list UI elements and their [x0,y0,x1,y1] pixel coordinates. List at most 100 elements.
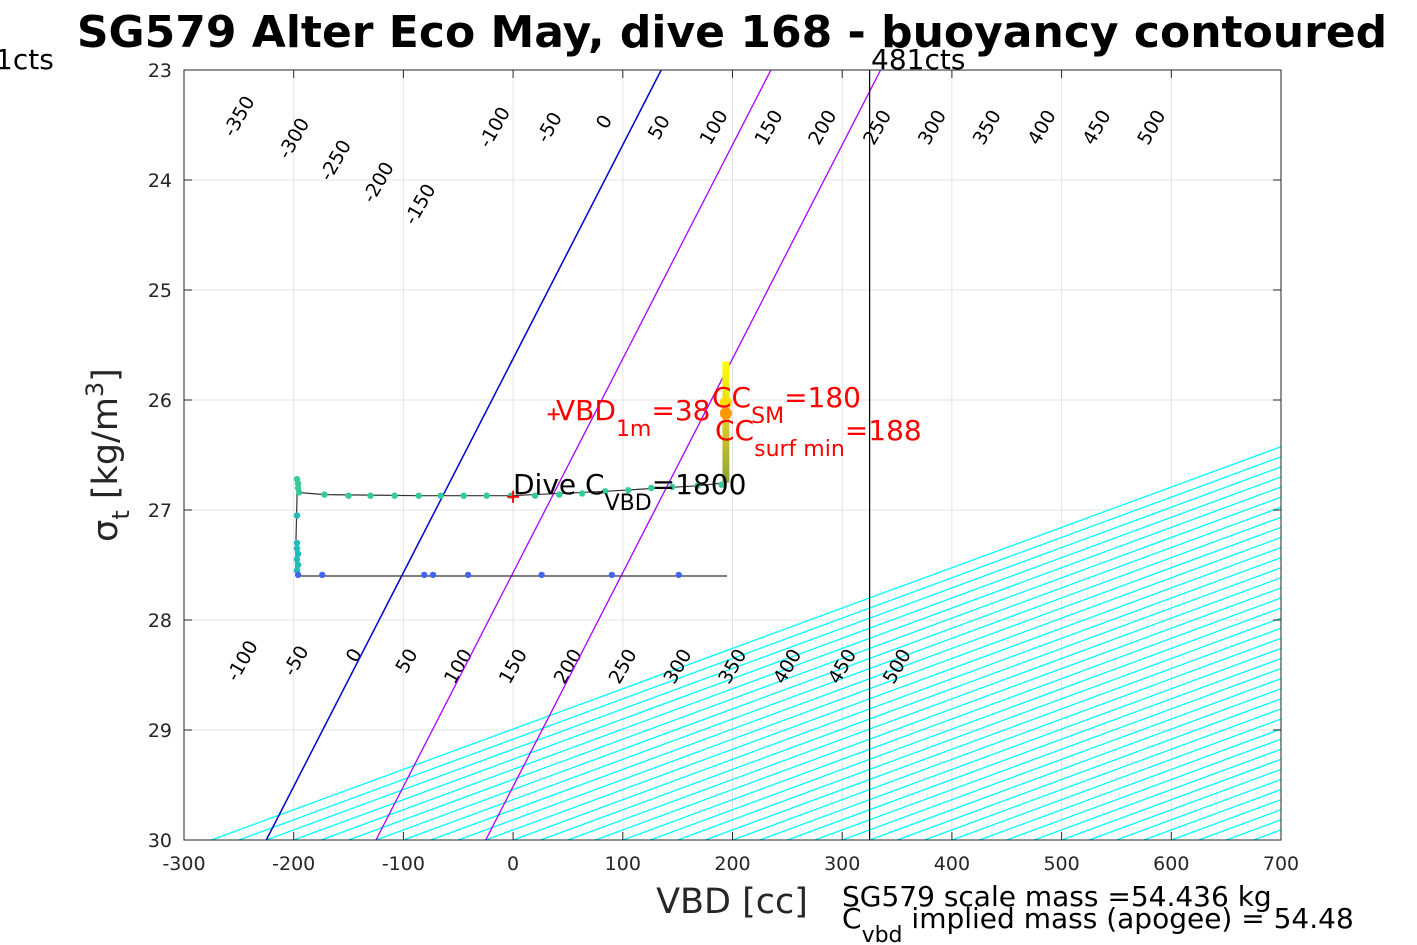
contour-line [540,567,1281,840]
data-point [421,571,428,579]
data-point [294,571,302,579]
x-tick-label: 100 [605,853,641,875]
vbd1m-value: =38 [651,394,710,427]
implied-mass-note: Cvbd implied mass (apogee) = 54.48 [842,902,1354,945]
data-point [531,492,539,499]
data-point [483,492,490,499]
contour-line [896,698,1281,840]
ccsurf-sub: surf min [754,437,845,462]
data-point [293,539,301,547]
contour-line [430,526,1281,840]
y-tick-label: 26 [148,390,172,412]
y-label-sub: t [107,510,135,519]
x-tick-label: 300 [824,853,860,875]
reference-line-purple [375,70,772,840]
contour-line [622,597,1281,840]
x-tick-label: -100 [382,853,425,875]
y-tick-label: 24 [148,170,172,192]
implied-sub: vbd [862,923,903,945]
axes [183,69,1282,841]
y-tick-labels: 23 24 25 26 27 28 29 30 [148,60,172,852]
x-tick-label: 400 [934,853,970,875]
data-point [718,481,725,488]
contour-line [293,476,1281,840]
surface-point [719,407,732,420]
contour-line [320,486,1281,840]
y-label-sigma: σ [86,520,126,542]
contour-line [595,587,1281,840]
reference-line-purple [485,70,882,840]
data-point [579,490,586,497]
implied-rest: implied mass (apogee) = 54.48 [903,902,1354,935]
data-point [319,571,326,579]
x-tick-label: 200 [714,853,750,875]
data-point [293,556,301,563]
data-point [321,491,328,498]
contour-line [238,456,1281,840]
data-point [648,484,655,492]
contour-line [841,677,1281,840]
contour-line [732,637,1281,840]
scale-mass-note: SG579 scale mass =54.436 kg [842,880,1272,913]
y-axis-label: σt [kg/m3] [81,368,135,542]
data-point [429,571,437,579]
y-tick-label: 27 [148,500,172,522]
ccsurf-value: =188 [845,414,922,447]
data-point [293,545,301,552]
reference-lines [265,70,882,840]
x-tick-label: 600 [1153,853,1189,875]
y-tick-label: 25 [148,280,172,302]
left-edge-label: 1cts [0,43,54,76]
x-tick-label: -200 [272,853,315,875]
x-tick-label: -300 [162,853,205,875]
data-point [294,480,302,487]
data-point [625,487,632,494]
data-point [415,492,422,499]
surface-point [719,396,732,409]
y-label-sup: 3 [81,382,109,397]
y-label-close: ] [86,368,126,382]
contour-line [759,647,1281,840]
zero-buoyancy-line [265,70,662,840]
data-point [668,483,676,491]
contour-line [403,516,1281,840]
x-tick-label: 700 [1263,853,1299,875]
x-tick-label: 0 [507,853,519,875]
ccsm-main: CC [712,381,751,414]
data-point [675,571,682,579]
contour-line [704,627,1281,840]
vbd1m-annotation: VBD1m=38 [556,394,710,442]
dive-path [295,479,728,577]
contour-line [924,708,1281,840]
contour-line [266,466,1281,840]
data-point [391,492,398,499]
data-point [367,492,374,499]
contour-line [567,577,1281,840]
dive-main: Dive C [513,468,605,501]
x-tick-labels: -300 -200 -100 0 100 200 300 400 500 600 700 [162,853,1299,875]
dive-sub: VBD [605,491,652,516]
y-tick-label: 29 [148,720,172,742]
data-point [464,571,472,579]
surface-bar [722,361,730,483]
data-point [694,482,701,489]
implied-main: C [842,902,862,935]
ccsurf-annotation: CCsurf min=188 [715,414,922,462]
contour-line [485,546,1281,840]
contour-line [512,556,1281,840]
data-points [293,361,732,579]
apogee-label: 481cts [871,43,965,76]
y-label-unit: [kg/m [86,397,126,510]
data-point [602,488,609,495]
x-tick-label: 500 [1043,853,1079,875]
contour-line [348,496,1281,840]
y-tick-label: 28 [148,610,172,632]
data-point [460,492,467,499]
contour-line [814,667,1281,840]
data-point [293,512,301,519]
buoyancy-contours [211,446,1281,840]
y-tick-label: 23 [148,60,172,82]
data-point [538,571,545,579]
contour-line [375,506,1281,840]
vbd1m-sub: 1m [616,417,651,442]
